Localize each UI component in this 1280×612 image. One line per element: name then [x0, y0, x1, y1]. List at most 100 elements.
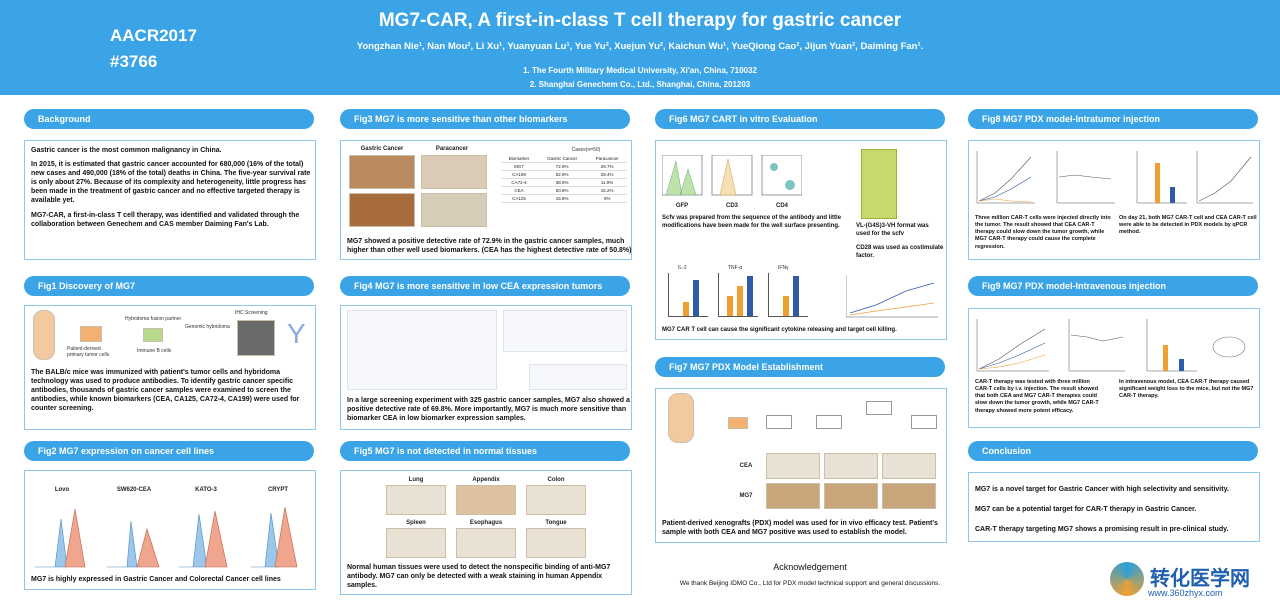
- il2-chart: [668, 273, 708, 317]
- fig1-label-1: Hybridoma fusion partner: [125, 316, 182, 322]
- conclusion-item-0: MG7 is a novel target for Gastric Cancer…: [975, 486, 1229, 493]
- fig3-cases: Cases(n=50): [571, 147, 601, 153]
- mg7-ihc-p2: [882, 483, 936, 509]
- fig6-text-3: CD28 was used as costimulate factor.: [856, 245, 944, 259]
- acknowledgement-text: We thank Beijing IDMO Co., Ltd for PDX m…: [679, 580, 941, 587]
- fig6-panel: GFP CD3 CD4 Scfv was prepared from the s…: [655, 140, 947, 340]
- fig9-charts: [976, 319, 1246, 372]
- fig8-panel: Three million CAR-T cells were injected …: [968, 140, 1260, 260]
- fig3-img-label-1: Paracancer: [435, 146, 469, 152]
- flow-cytometry-plots: [662, 155, 802, 196]
- mg7-cea-subtable: [529, 364, 627, 390]
- fig3-panel: Gastric Cancer Paracancer Cases(n=50) Bi…: [340, 140, 632, 260]
- mouse-icon: [816, 415, 842, 429]
- flow-histograms: [35, 506, 298, 568]
- background-p2: In 2015, it is estimated that gastric ca…: [31, 161, 311, 205]
- tissue-label-2: Colon: [547, 477, 565, 483]
- fig9-text-2: In intravenous model, CEA CAR-T therapy …: [1119, 379, 1254, 400]
- paracancer-ihc-2: [421, 193, 487, 227]
- histogram-lovo: [35, 508, 86, 568]
- patient-figure-icon: [668, 393, 694, 443]
- background-p3: MG7-CAR, a first-in-class T cell therapy…: [31, 211, 300, 228]
- histogram-sw620: [107, 520, 160, 568]
- killing-curve-chart: [846, 275, 938, 318]
- table-row: MG7 72.9% 29.7%: [501, 162, 627, 171]
- tumor-sample-icon: [728, 417, 748, 429]
- section-fig6: Fig6 MG7 CART in vitro Evaluation: [655, 109, 945, 129]
- affiliation-2: 2. Shanghai Genechem Co., Ltd., Shanghai…: [529, 80, 751, 89]
- lung-tissue-image: [386, 485, 446, 515]
- gastric-cancer-ihc-2: [349, 193, 415, 227]
- conclusion-item-1: MG7 can be a potential target for CAR-T …: [975, 506, 1197, 513]
- detection-rate-table: [503, 310, 627, 352]
- poster-header: AACR2017 #3766 MG7-CAR, A first-in-class…: [0, 0, 1280, 95]
- b-cells-image: [143, 328, 163, 342]
- car-construct-diagram: [861, 149, 897, 219]
- fig5-panel: Lung Appendix Colon Spleen Esophagus Ton…: [340, 470, 632, 595]
- fig7-text: Patient-derived xenografts (PDX) model w…: [662, 520, 938, 537]
- conference-name: AACR2017: [110, 26, 197, 45]
- tnf-chart: [718, 273, 758, 317]
- section-fig2: Fig2 MG7 expression on cancer cell lines: [24, 441, 314, 461]
- table-row: CEA 50.8% 15.2%: [501, 186, 627, 195]
- section-fig7: Fig7 MG7 PDX Model Establishment: [655, 357, 945, 377]
- section-fig9: Fig9 MG7 PDX model-Intravenous injection: [968, 276, 1258, 296]
- tissue-label-3: Spleen: [406, 520, 426, 526]
- tissue-label-1: Appendix: [472, 477, 500, 483]
- histogram-kato3: [179, 510, 228, 568]
- poster-title: MG7-CAR, A first-in-class T cell therapy…: [378, 10, 902, 31]
- table-row: CA199 52.8% 28.4%: [501, 170, 627, 179]
- cea-ihc-p1: [824, 453, 878, 479]
- esophagus-tissue-image: [456, 528, 516, 558]
- cell-line-0: Lovo: [54, 487, 70, 493]
- bar: [693, 280, 699, 316]
- mouse-icon: [866, 401, 892, 415]
- ihc-plate-image: [237, 320, 275, 356]
- section-background: Background: [24, 109, 314, 129]
- ifn-chart: [768, 273, 808, 317]
- tissue-label-5: Tongue: [545, 520, 567, 526]
- affiliation-1: 1. The Fourth Military Medical Universit…: [523, 66, 757, 75]
- table-row: CA72-4 38.5% 11.9%: [501, 178, 627, 187]
- background-text: Gastric cancer is the most common malign…: [31, 146, 311, 234]
- fig7-panel: CEA MG7 Patient-derived xenografts (PDX)…: [655, 388, 947, 543]
- section-fig1: Fig1 Discovery of MG7: [24, 276, 314, 296]
- fig9-text-1: CAR-T therapy was tested with three mill…: [975, 379, 1099, 414]
- axis-cd4: CD4: [775, 203, 788, 209]
- fig1-panel: Patient-derived primary tumor cells Hybr…: [24, 305, 316, 430]
- mg7-ihc-p0: [766, 483, 820, 509]
- fig2-text: MG7 is highly expressed in Gastric Cance…: [31, 576, 281, 583]
- fig8-text-1: Three million CAR-T cells were injected …: [975, 215, 1111, 250]
- bar: [783, 296, 789, 316]
- fig9-panel: CAR-T therapy was tested with three mill…: [968, 308, 1260, 428]
- tissue-label-4: Esophagus: [469, 520, 503, 526]
- author-list: Yongzhan Nie¹, Nan Mou², Li Xu¹, Yuanyua…: [356, 41, 924, 52]
- paracancer-ihc-1: [421, 155, 487, 189]
- fig8-text-2: On day 21, both MG7 CAR-T cell and CEA C…: [1119, 215, 1257, 236]
- spleen-tissue-image: [386, 528, 446, 558]
- th-1: Gastric Cancer: [537, 155, 588, 163]
- fig1-label-4: IHC Screening: [235, 310, 268, 316]
- bar: [727, 296, 733, 316]
- tumor-cells-image: [80, 326, 102, 342]
- table-header-row: Biomarker Gastric Cancer Paracancer: [501, 155, 627, 163]
- cea-ihc-p2: [882, 453, 936, 479]
- biomarker-table: Biomarker Gastric Cancer Paracancer MG7 72.…: [501, 155, 627, 203]
- table-row: CA125 15.8% 0%: [501, 194, 627, 203]
- fig6-text-1: Scfv was prepared from the sequence of t…: [662, 215, 842, 229]
- histogram-crypt: [251, 506, 298, 568]
- fig6-text-2: VL-(G4S)3-VH format was used for the scf…: [856, 223, 929, 237]
- cell-line-1: SW620-CEA: [116, 487, 152, 493]
- conclusion-item-2: CAR-T therapy targeting MG7 shows a prom…: [975, 526, 1229, 533]
- fig4-text: In a large screening experiment with 325…: [347, 397, 630, 423]
- section-fig4: Fig4 MG7 is more sensitive in low CEA ex…: [340, 276, 630, 296]
- watermark-url: www.360zhyx.com: [1148, 588, 1223, 598]
- cell-line-3: CRYPT: [267, 487, 289, 493]
- colon-tissue-image: [526, 485, 586, 515]
- bar: [747, 276, 753, 316]
- cea-ihc-p0: [766, 453, 820, 479]
- fig1-label-2: Immune B cells: [137, 348, 172, 354]
- bar: [683, 302, 689, 316]
- watermark-brand: 转化医学网: [1150, 568, 1250, 590]
- fig2-panel: Lovo SW620-CEA KATO-3 CRYPT MG7 is highl…: [24, 470, 316, 590]
